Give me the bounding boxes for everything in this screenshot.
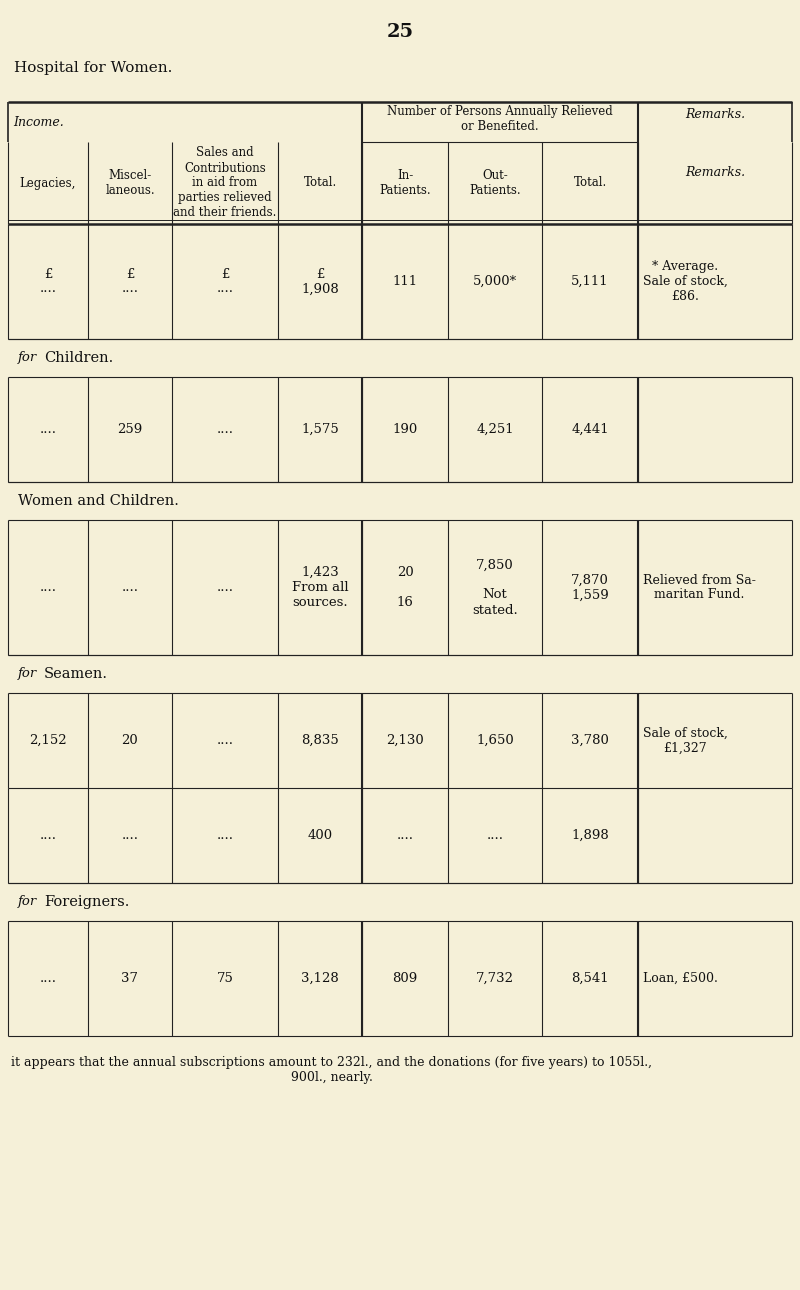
- Text: 7,732: 7,732: [476, 971, 514, 986]
- Text: 809: 809: [392, 971, 418, 986]
- Text: 2,152: 2,152: [29, 734, 67, 747]
- Text: 7,850

Not
stated.: 7,850 Not stated.: [472, 559, 518, 617]
- Text: 3,780: 3,780: [571, 734, 609, 747]
- Text: Remarks.: Remarks.: [685, 107, 745, 120]
- Text: 8,835: 8,835: [301, 734, 339, 747]
- Text: Children.: Children.: [44, 351, 114, 365]
- Text: 7,870
1,559: 7,870 1,559: [571, 574, 609, 601]
- Text: Sales and
Contributions
in aid from
parties relieved
and their friends.: Sales and Contributions in aid from part…: [174, 147, 277, 219]
- Text: 259: 259: [118, 423, 142, 436]
- Text: Out-
Patients.: Out- Patients.: [469, 169, 521, 197]
- Text: £
....: £ ....: [217, 267, 234, 295]
- Text: Miscel-
laneous.: Miscel- laneous.: [105, 169, 155, 197]
- Text: Income.: Income.: [13, 116, 64, 129]
- Text: it appears that the annual subscriptions amount to 232l., and the donations (for: it appears that the annual subscriptions…: [11, 1057, 652, 1084]
- Text: Total.: Total.: [574, 177, 606, 190]
- Text: Seamen.: Seamen.: [44, 667, 108, 681]
- Text: 37: 37: [122, 971, 138, 986]
- Text: ....: ....: [217, 423, 234, 436]
- Text: In-
Patients.: In- Patients.: [379, 169, 431, 197]
- Text: Loan, £500.: Loan, £500.: [643, 971, 718, 986]
- Text: 400: 400: [307, 829, 333, 842]
- Text: Hospital for Women.: Hospital for Women.: [14, 61, 172, 75]
- Text: 111: 111: [393, 275, 418, 288]
- Text: 5,000*: 5,000*: [473, 275, 517, 288]
- Text: 2,130: 2,130: [386, 734, 424, 747]
- Text: 8,541: 8,541: [571, 971, 609, 986]
- Text: Legacies,: Legacies,: [20, 177, 76, 190]
- Text: 5,111: 5,111: [571, 275, 609, 288]
- Text: ....: ....: [217, 734, 234, 747]
- Text: 1,423
From all
sources.: 1,423 From all sources.: [292, 566, 348, 609]
- Text: £
....: £ ....: [122, 267, 138, 295]
- Text: 75: 75: [217, 971, 234, 986]
- Text: Total.: Total.: [303, 177, 337, 190]
- Text: Relieved from Sa-
maritan Fund.: Relieved from Sa- maritan Fund.: [643, 574, 756, 601]
- Text: 20: 20: [122, 734, 138, 747]
- Text: for: for: [18, 667, 38, 681]
- Text: 190: 190: [392, 423, 418, 436]
- Text: 1,575: 1,575: [301, 423, 339, 436]
- Text: Foreigners.: Foreigners.: [44, 895, 130, 909]
- Text: ....: ....: [39, 829, 57, 842]
- Text: Sale of stock,
£1,327: Sale of stock, £1,327: [643, 726, 728, 755]
- Text: Remarks.: Remarks.: [685, 166, 745, 179]
- Text: ....: ....: [217, 580, 234, 593]
- Text: * Average.
Sale of stock,
£86.: * Average. Sale of stock, £86.: [643, 261, 728, 303]
- Text: ....: ....: [122, 829, 138, 842]
- Text: for: for: [18, 351, 38, 365]
- Text: ....: ....: [39, 580, 57, 593]
- Text: 25: 25: [386, 23, 414, 41]
- Text: ....: ....: [39, 971, 57, 986]
- Text: ....: ....: [397, 829, 414, 842]
- Text: 4,251: 4,251: [476, 423, 514, 436]
- Text: for: for: [18, 895, 38, 908]
- Text: ....: ....: [122, 580, 138, 593]
- Text: £
1,908: £ 1,908: [301, 267, 339, 295]
- Text: ....: ....: [217, 829, 234, 842]
- Text: ....: ....: [39, 423, 57, 436]
- Text: 4,441: 4,441: [571, 423, 609, 436]
- Text: 1,650: 1,650: [476, 734, 514, 747]
- Text: ....: ....: [486, 829, 503, 842]
- Text: 20

16: 20 16: [397, 566, 414, 609]
- Text: 3,128: 3,128: [301, 971, 339, 986]
- Text: Women and Children.: Women and Children.: [18, 494, 179, 508]
- Text: 1,898: 1,898: [571, 829, 609, 842]
- Text: Number of Persons Annually Relieved
or Benefited.: Number of Persons Annually Relieved or B…: [387, 104, 613, 133]
- Text: £
....: £ ....: [39, 267, 57, 295]
